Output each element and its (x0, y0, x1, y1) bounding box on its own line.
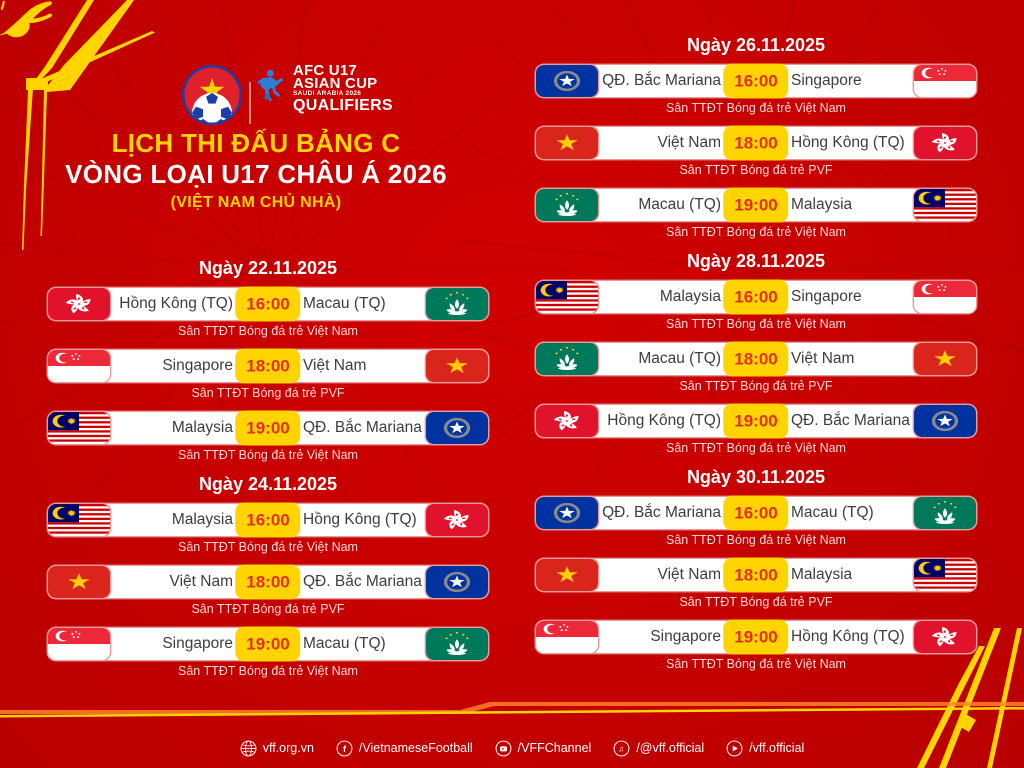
svg-text:♫: ♫ (619, 744, 625, 753)
svg-text:f: f (343, 744, 347, 754)
